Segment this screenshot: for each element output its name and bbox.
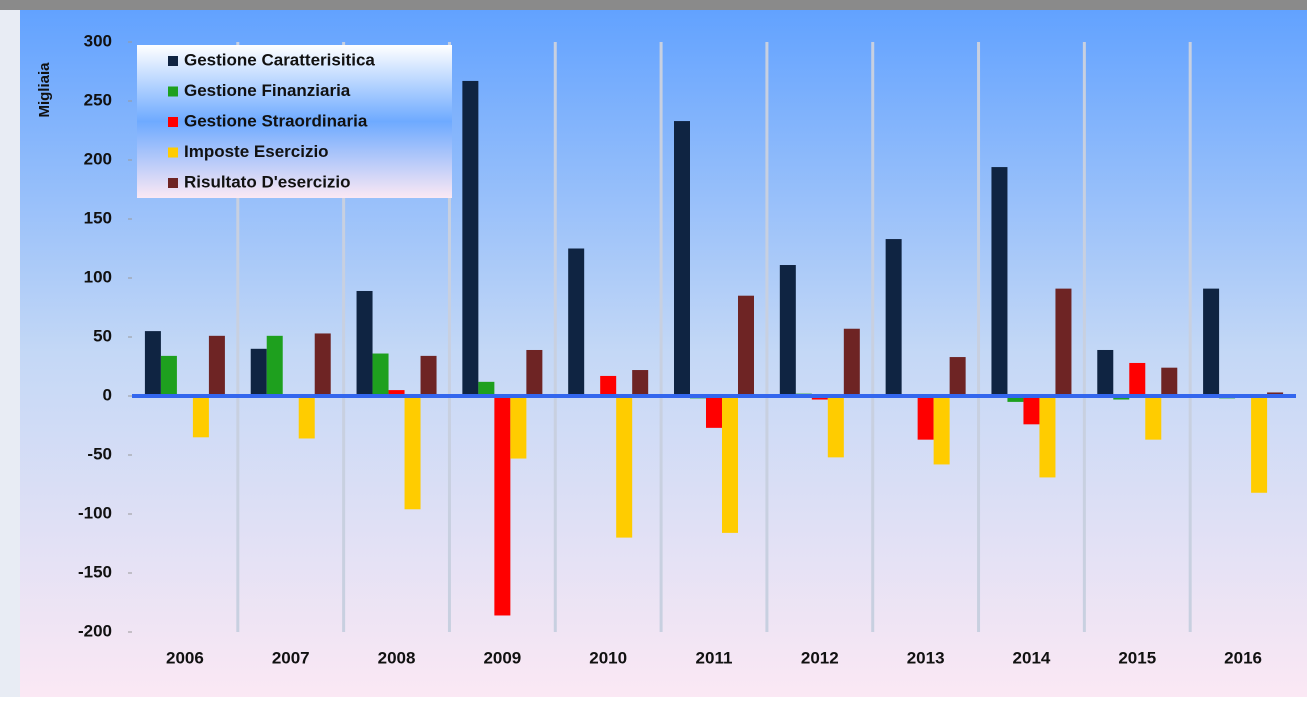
x-tick-label: 2007: [272, 648, 310, 667]
bar: [1129, 362, 1146, 396]
legend-swatch: [168, 178, 178, 188]
bar: [144, 331, 161, 396]
bar: [404, 396, 421, 510]
x-tick-label: 2013: [907, 648, 945, 667]
y-axis-label: Migliaia: [36, 62, 53, 118]
bar: [388, 390, 405, 396]
bar: [843, 328, 860, 396]
bar: [420, 355, 437, 396]
bar: [600, 375, 617, 396]
y-tick-label: 250: [84, 90, 112, 109]
bar: [510, 396, 527, 459]
bar: [917, 396, 934, 440]
bar: [674, 121, 690, 396]
y-tick-label: 300: [84, 31, 112, 50]
bar: [568, 248, 585, 396]
legend-swatch: [168, 56, 178, 66]
legend-label: Gestione Caratterisitica: [184, 50, 375, 69]
bar: [632, 370, 649, 396]
bar: [462, 80, 479, 396]
bar: [478, 381, 495, 396]
legend-label: Gestione Finanziaria: [184, 81, 351, 100]
bar: [1023, 396, 1040, 425]
legend-swatch: [168, 147, 178, 158]
bar: [1203, 288, 1220, 396]
x-tick-label: 2016: [1224, 648, 1262, 667]
legend-label: Imposte Esercizio: [184, 142, 329, 161]
y-tick-label: 0: [103, 385, 112, 404]
bar: [885, 239, 902, 396]
y-tick-label: 150: [84, 208, 112, 227]
legend-swatch: [168, 117, 178, 127]
bar: [1145, 396, 1162, 440]
x-tick-label: 2012: [801, 648, 839, 667]
bar: [1055, 288, 1072, 396]
legend-swatch: [168, 86, 178, 97]
y-tick-label: 50: [93, 326, 112, 345]
x-tick-label: 2006: [166, 648, 204, 667]
x-tick-label: 2010: [589, 648, 627, 667]
bar: [192, 396, 209, 438]
y-tick-label: -200: [78, 621, 112, 640]
bar: [616, 396, 633, 538]
y-tick-label: 200: [84, 149, 112, 168]
x-tick-label: 2008: [378, 648, 416, 667]
bar: [314, 333, 331, 396]
bar: [250, 348, 267, 396]
bar: [706, 396, 722, 428]
bar: [266, 335, 283, 396]
bar: [372, 353, 389, 396]
x-tick-label: 2014: [1013, 648, 1051, 667]
bar: [494, 396, 511, 616]
bar: [738, 295, 754, 396]
bar: [526, 349, 543, 396]
y-tick-label: -100: [78, 503, 112, 522]
legend-box: [137, 45, 452, 198]
bar: [933, 396, 950, 465]
bar: [1251, 396, 1268, 493]
y-tick-label: -150: [78, 562, 112, 581]
bar: [208, 335, 225, 396]
x-tick-label: 2015: [1118, 648, 1156, 667]
x-tick-label: 2009: [483, 648, 521, 667]
bar: [160, 355, 177, 396]
y-tick-label: 100: [84, 267, 112, 286]
legend-label: Risultato D'esercizio: [184, 172, 351, 191]
bar: [1161, 367, 1178, 396]
bar: [827, 396, 844, 458]
bar: [991, 167, 1008, 396]
bar: [1097, 349, 1114, 396]
bar: [1039, 396, 1056, 478]
bar: [1007, 396, 1024, 402]
y-tick-label: -50: [87, 444, 112, 463]
bar: [722, 396, 738, 533]
top-band: [0, 0, 1307, 10]
legend-label: Gestione Straordinaria: [184, 111, 368, 130]
bar: [779, 265, 796, 396]
bar: [949, 357, 966, 396]
bar: [298, 396, 315, 439]
x-tick-label: 2011: [696, 648, 733, 667]
bar: [356, 290, 373, 396]
